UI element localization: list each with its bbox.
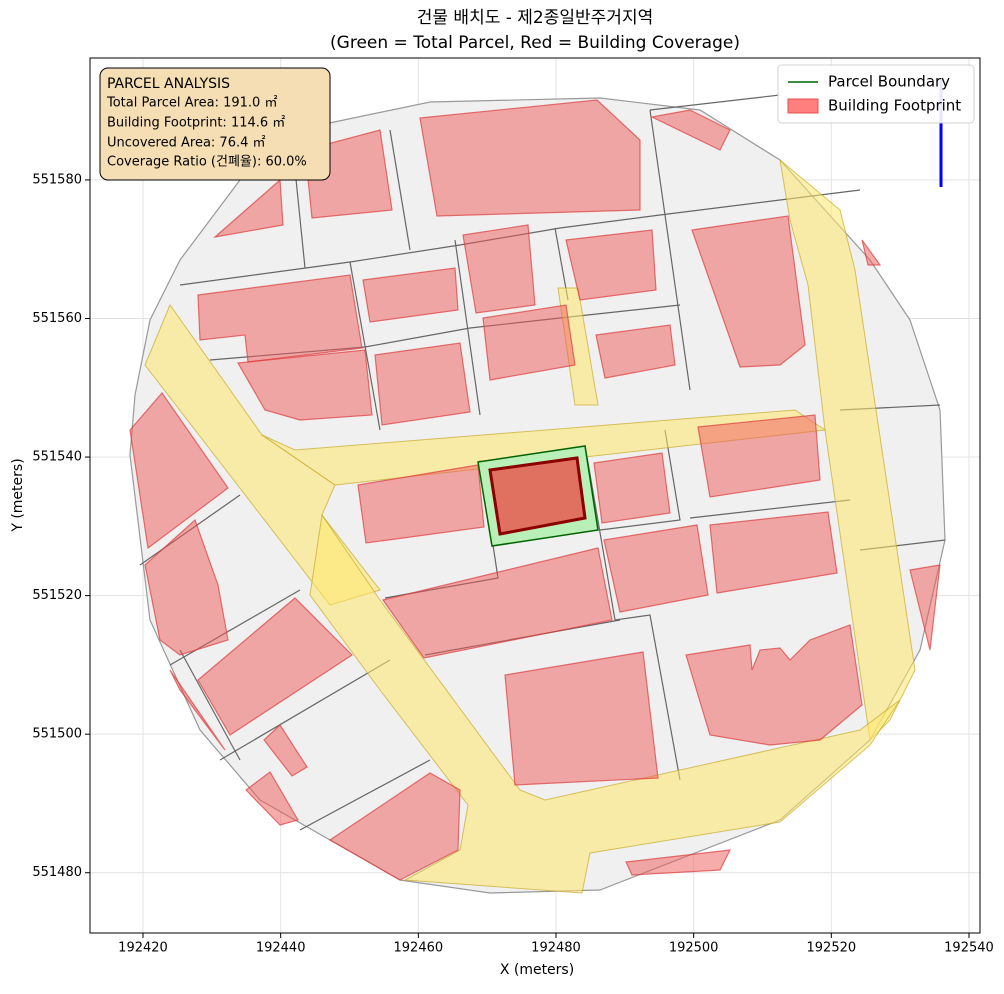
ticks: 192420 192440 192460 192480 192500 192520 1925… <box>32 172 993 955</box>
y-tick-label: 551540 <box>32 450 82 465</box>
x-tick-label: 192520 <box>807 941 857 956</box>
y-axis-label: Y (meters) <box>10 458 26 532</box>
plot-frame <box>89 57 981 934</box>
x-tick-label: 192540 <box>944 941 994 956</box>
x-axis-label: X (meters) <box>500 962 574 978</box>
legend-label: Parcel Boundary <box>828 73 950 91</box>
map-layer <box>129 80 946 894</box>
x-tick-label: 192440 <box>256 941 306 956</box>
annotation-title: PARCEL ANALYSIS <box>107 76 230 92</box>
chart-subtitle: (Green = Total Parcel, Red = Building Co… <box>330 33 740 53</box>
annotation-line: Uncovered Area: 76.4 ㎡ <box>107 136 266 151</box>
y-tick-label: 551500 <box>32 727 82 742</box>
target-building <box>488 456 587 536</box>
legend-box <box>777 64 975 124</box>
annotation-line: Coverage Ratio (건폐율): 60.0% <box>107 155 307 170</box>
y-tick-label: 551480 <box>32 865 82 880</box>
road <box>309 513 901 894</box>
chart-title: 건물 배치도 - 제2종일반주거지역 <box>417 8 653 28</box>
legend-swatch <box>787 98 819 114</box>
annotation-line: Total Parcel Area: 191.0 ㎡ <box>106 96 277 111</box>
x-tick-label: 192500 <box>669 941 719 956</box>
x-tick-label: 192460 <box>394 941 444 956</box>
x-tick-label: 192480 <box>531 941 581 956</box>
legend: Parcel Boundary Building Footprint <box>777 64 975 124</box>
annotation-box: PARCEL ANALYSIS Total Parcel Area: 191.0… <box>99 67 331 181</box>
annotation-line: Building Footprint: 114.6 ㎡ <box>107 116 285 131</box>
buildings <box>129 99 941 881</box>
y-tick-label: 551520 <box>32 588 82 603</box>
y-tick-label: 551580 <box>32 172 82 187</box>
x-tick-label: 192420 <box>118 941 168 956</box>
y-tick-label: 551560 <box>32 311 82 326</box>
legend-label: Building Footprint <box>828 97 961 115</box>
